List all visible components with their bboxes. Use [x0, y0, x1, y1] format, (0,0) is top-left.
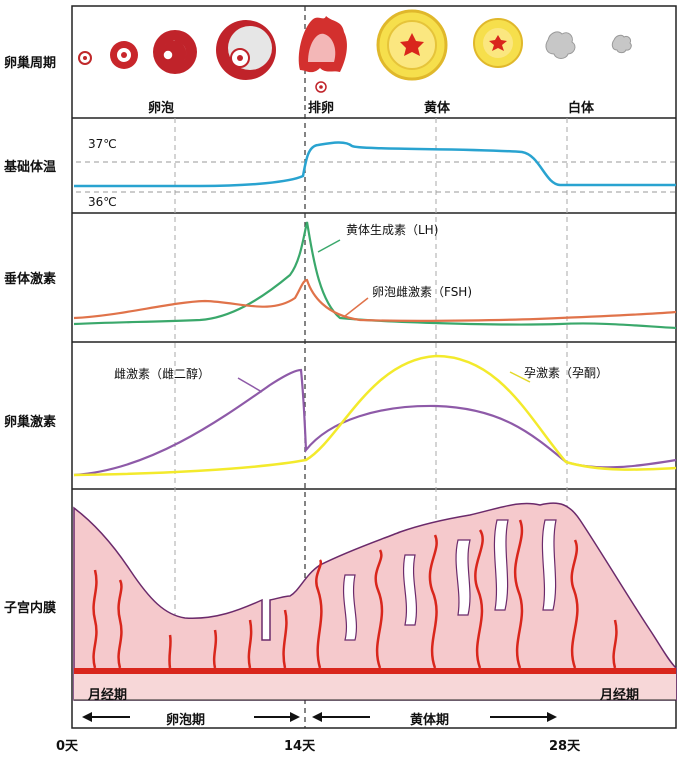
- row-label-basal-temp: 基础体温: [4, 160, 57, 175]
- fsh-curve: [73, 278, 677, 322]
- ovarian-cycle-illustrations: [78, 9, 632, 93]
- corpus-luteum: [376, 9, 448, 81]
- progesterone-label-leader: [509, 371, 531, 383]
- diagram-frame: [71, 5, 677, 729]
- lh-label: 黄体生成素（LH): [346, 223, 439, 237]
- regressing-corpus-luteum: [473, 18, 523, 68]
- row-label-ovarian-hormones: 卵巢激素: [4, 415, 57, 430]
- row-label-pituitary: 垂体激素: [4, 272, 57, 287]
- endometrial-glands: [342, 519, 557, 641]
- stage-follicle-label: 卵泡: [148, 101, 175, 116]
- estrogen-label: 雌激素（雌二醇）: [114, 367, 211, 381]
- day-14-label: 14天: [284, 739, 316, 754]
- corpus-albicans-small: [611, 34, 632, 54]
- basal-vessel-band: [74, 668, 676, 674]
- estrogen-label-leader: [237, 377, 263, 393]
- arrowhead: [547, 712, 557, 722]
- menstruation-label-right: 月经期: [600, 688, 640, 703]
- secondary-follicle: [153, 30, 197, 74]
- stage-ovulation-label: 排卵: [308, 101, 335, 116]
- stage-corpus-albicans-label: 白体: [568, 101, 595, 116]
- row-label-ovarian-cycle: 卵巢周期: [4, 56, 57, 71]
- stage-corpus-luteum-label: 黄体: [424, 101, 451, 116]
- row-label-endometrium: 子宫内膜: [4, 601, 57, 616]
- endometrium-lining: [73, 502, 677, 701]
- fsh-label-leader: [344, 297, 369, 317]
- arrowhead: [290, 712, 300, 722]
- corpus-albicans-large: [545, 31, 576, 59]
- arrowhead: [312, 712, 322, 722]
- ruptured-follicle: [298, 16, 347, 93]
- primary-follicle: [110, 41, 138, 69]
- temp-high-label: 37℃: [88, 137, 117, 151]
- menstruation-label-left: 月经期: [88, 688, 128, 703]
- endometrium-illustration: [73, 502, 677, 701]
- day-28-label: 28天: [549, 739, 581, 754]
- lh-label-leader: [317, 239, 341, 253]
- progesterone-curve: [73, 354, 677, 477]
- follicular-phase-label: 卵泡期: [166, 713, 206, 728]
- mature-follicle: [216, 20, 276, 80]
- day-0-label: 0天: [56, 739, 79, 754]
- primordial-follicle: [78, 51, 92, 65]
- spiral-arteries: [92, 519, 618, 669]
- progesterone-label: 孕激素（孕酮）: [524, 366, 609, 380]
- basal-layer: [74, 674, 676, 700]
- basal-temperature-line: [74, 141, 676, 188]
- luteal-phase-label: 黄体期: [410, 713, 450, 728]
- lh-curve: [73, 221, 677, 330]
- fsh-label: 卵泡雌激素（FSH): [372, 285, 473, 299]
- arrowhead: [82, 712, 92, 722]
- temp-low-label: 36℃: [88, 195, 117, 209]
